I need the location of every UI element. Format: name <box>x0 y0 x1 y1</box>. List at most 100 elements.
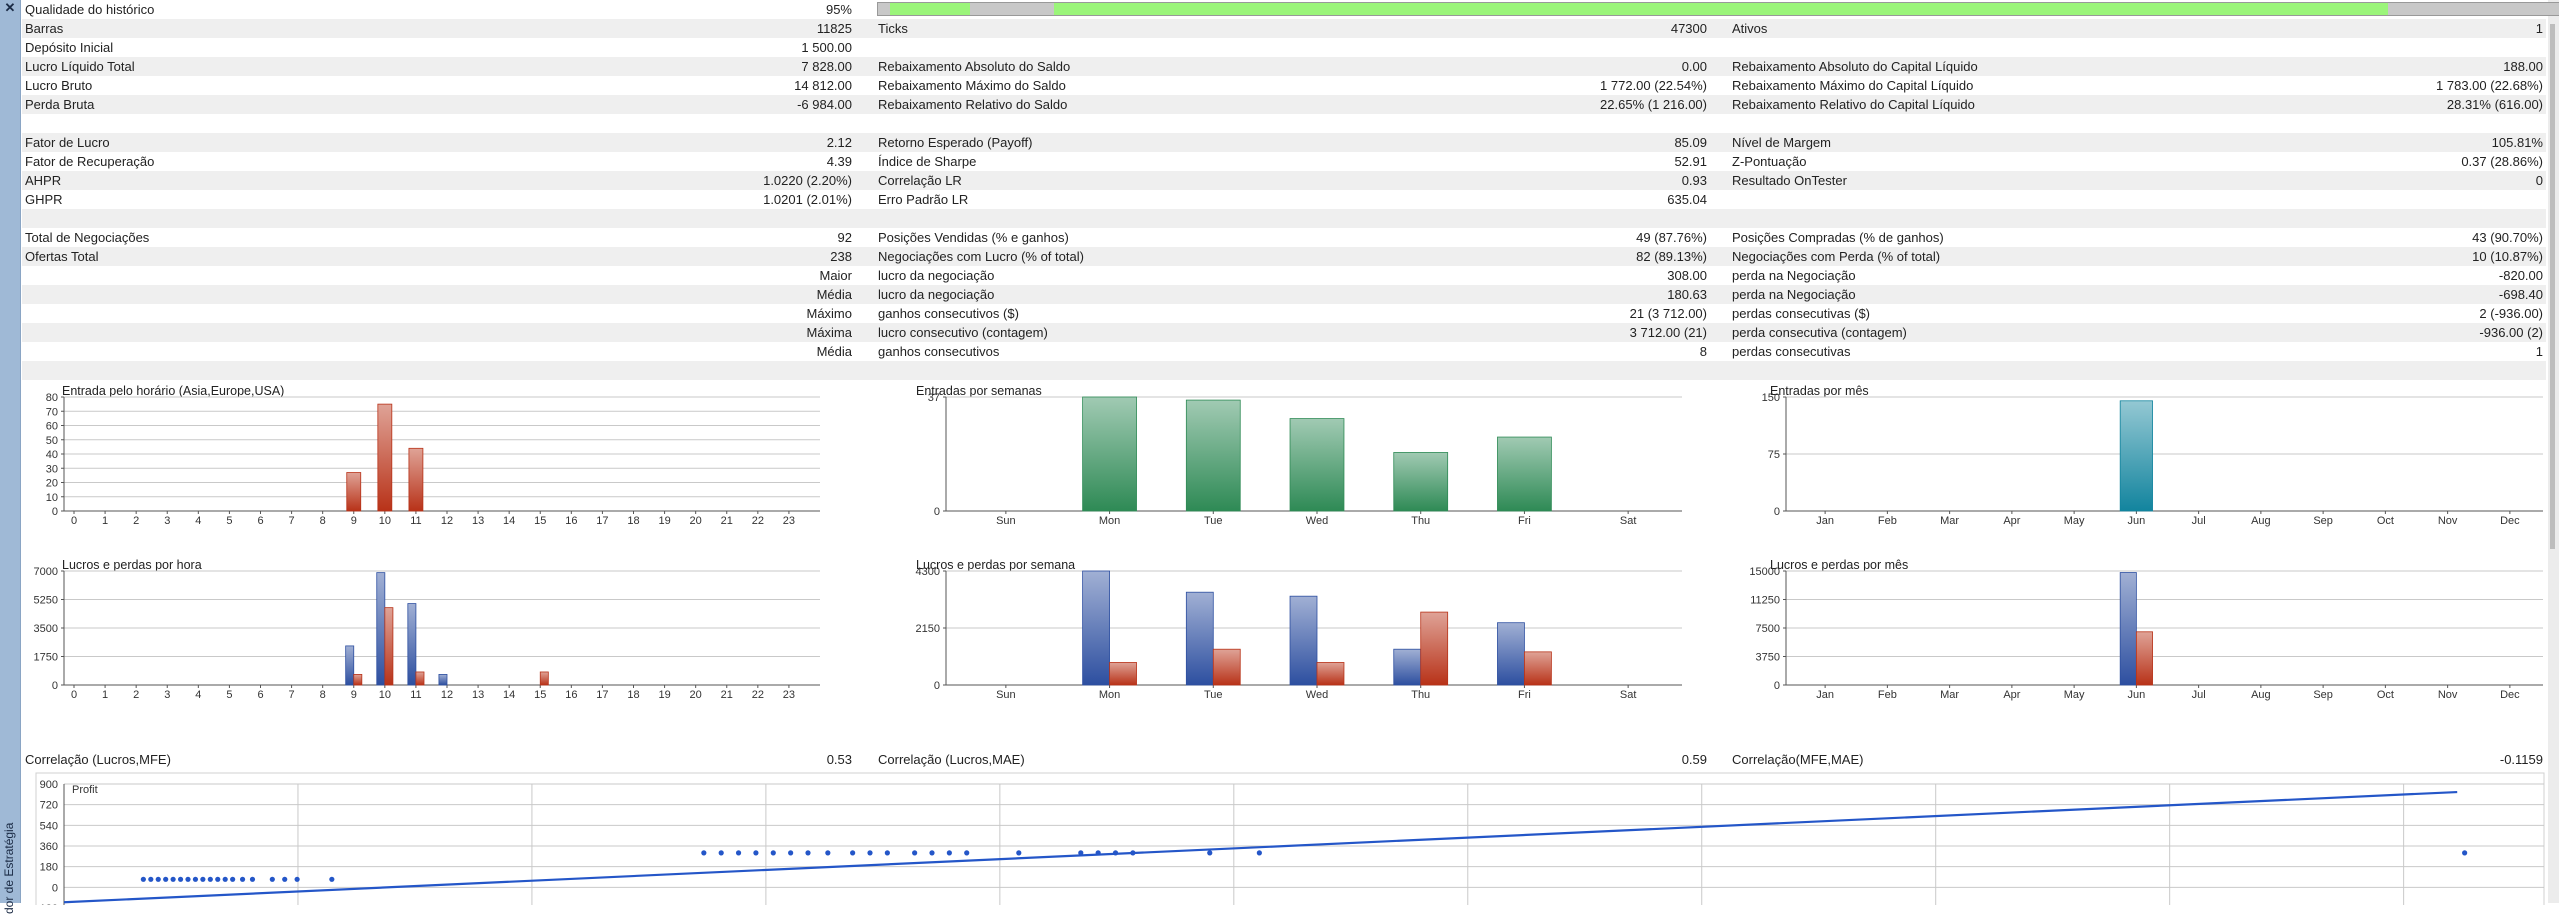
chart-month-entries: Entradas por mês 0 75 150 Jan Feb Mar Apr May Jun… <box>1762 384 2543 527</box>
scatter-point <box>753 850 759 856</box>
x-tick-label: 14 <box>503 515 515 527</box>
scatter-point <box>867 850 873 856</box>
x-tick-label: 17 <box>596 515 608 527</box>
stat-label: perda na Negociação <box>1732 287 1856 302</box>
stat-label: Negociações com Lucro (% of total) <box>878 249 1084 264</box>
stat-value <box>2152 114 2543 133</box>
x-tick-label: Jul <box>2192 515 2206 527</box>
stat-value: 1.0220 (2.20%) <box>763 173 852 188</box>
stats-row <box>22 361 2546 380</box>
stat-label: Rebaixamento Relativo do Saldo <box>878 97 1068 112</box>
stat-value: 4.39 <box>826 154 852 169</box>
scatter-point <box>329 876 335 882</box>
stat-value: 22.65% (1 216.00) <box>1600 97 1707 112</box>
scatter-point <box>735 850 742 856</box>
stat-value: 188.00 <box>2503 59 2543 74</box>
stat-value: 3 712.00 (21) <box>1629 325 1707 340</box>
x-tick-label: 0 <box>71 689 77 701</box>
bar <box>438 674 448 686</box>
correlation-label: Correlação(MFE,MAE) <box>1732 752 1864 767</box>
y-tick-label: 540 <box>40 820 58 832</box>
x-tick-label: 17 <box>596 689 608 701</box>
scatter-point <box>850 850 856 856</box>
x-tick-label: 23 <box>783 515 795 527</box>
stat-value: 238 <box>830 249 852 264</box>
x-tick-label: Tue <box>1204 689 1223 701</box>
bar <box>1393 452 1449 512</box>
scatter-point <box>1016 850 1022 856</box>
scatter-point <box>163 876 169 882</box>
x-tick-label: Nov <box>2438 689 2458 701</box>
stat-label: Fator de Recuperação <box>25 154 155 169</box>
x-tick-label: Sat <box>1620 515 1637 527</box>
stat-label: Posições Vendidas (% e ganhos) <box>878 230 1069 245</box>
x-tick-label: May <box>2064 689 2085 701</box>
x-tick-label: 1 <box>102 515 108 527</box>
stat-label: ganhos consecutivos <box>878 344 1000 359</box>
report-content: Qualidade do histórico 95% Barras 11825 Ti… <box>22 0 2559 905</box>
bar <box>2119 572 2137 686</box>
x-tick-label: Oct <box>2377 515 2394 527</box>
stat-value: 8 <box>1699 344 1707 359</box>
stat-label: Negociações com Perda (% of total) <box>1732 249 1941 264</box>
stats-row: GHPR 1.0201 (2.01%) Erro Padrão LR 635.04 <box>22 190 2546 209</box>
stat-value: 0 <box>2535 173 2543 188</box>
y-tick-label: 4300 <box>916 566 940 578</box>
chart-hour-entries: Entrada pelo horário (Asia,Europe,USA) 0 1… <box>46 384 820 527</box>
x-tick-label: 18 <box>627 689 639 701</box>
stats-row: Lucro Líquido Total 7 828.00 Rebaixamento … <box>22 57 2546 76</box>
x-tick-label: 19 <box>658 515 670 527</box>
x-tick-label: 0 <box>71 515 77 527</box>
stat-value <box>2152 190 2543 209</box>
x-tick-label: 4 <box>195 515 201 527</box>
stat-value: 92 <box>837 230 852 245</box>
stats-row: Total de Negociações 92 Posições Vendidas … <box>22 228 2546 247</box>
y-tick-label: 10 <box>46 492 58 504</box>
bar <box>1082 570 1110 686</box>
x-tick-label: 14 <box>503 689 515 701</box>
stat-value: 1 <box>2535 344 2543 359</box>
x-tick-label: 9 <box>351 689 357 701</box>
stat-value: 7 828.00 <box>801 59 852 74</box>
scatter-point <box>222 876 228 882</box>
scatter-point <box>269 876 275 882</box>
stat-value: 0.00 <box>1681 59 1707 74</box>
scatter-point <box>788 850 794 856</box>
x-tick-label: 21 <box>721 689 733 701</box>
x-tick-label: Fri <box>1518 515 1531 527</box>
scrollbar-thumb[interactable] <box>2550 24 2555 549</box>
stat-value: Média <box>816 287 852 302</box>
stat-value: 105.81% <box>2491 135 2543 150</box>
stat-value: 10 (10.87%) <box>2472 249 2543 264</box>
x-tick-label: 18 <box>627 515 639 527</box>
scatter-point <box>825 850 831 856</box>
y-tick-label: 60 <box>46 421 58 433</box>
scatter-point <box>185 876 191 882</box>
y-tick-label: 0 <box>934 506 940 518</box>
x-tick-label: Jan <box>1816 689 1834 701</box>
stat-value: Máximo <box>806 306 852 321</box>
bar <box>1289 595 1318 686</box>
x-tick-label: Feb <box>1878 515 1897 527</box>
quality-label: Qualidade do histórico <box>25 2 155 17</box>
bar <box>1524 651 1552 686</box>
bar <box>346 472 362 512</box>
quality-bar <box>877 2 2559 16</box>
close-icon[interactable]: ✕ <box>4 0 16 15</box>
stat-label: ganhos consecutivos ($) <box>878 306 1019 321</box>
bar <box>1082 396 1137 512</box>
correlation-label: Correlação (Lucros,MAE) <box>878 752 1025 767</box>
scatter-point <box>1130 850 1136 856</box>
bar <box>1497 436 1552 512</box>
scatter-point <box>282 876 288 882</box>
bar <box>1212 648 1241 686</box>
scatter-point <box>912 850 918 856</box>
stat-label: Barras <box>25 21 64 36</box>
x-tick-label: 3 <box>164 515 170 527</box>
x-tick-label: Sat <box>1620 689 1637 701</box>
stat-value <box>442 114 852 133</box>
scatter-point <box>770 850 776 856</box>
stat-value: -820.00 <box>2498 268 2543 283</box>
x-tick-label: 16 <box>565 515 577 527</box>
stat-label: Retorno Esperado (Payoff) <box>878 135 1033 150</box>
